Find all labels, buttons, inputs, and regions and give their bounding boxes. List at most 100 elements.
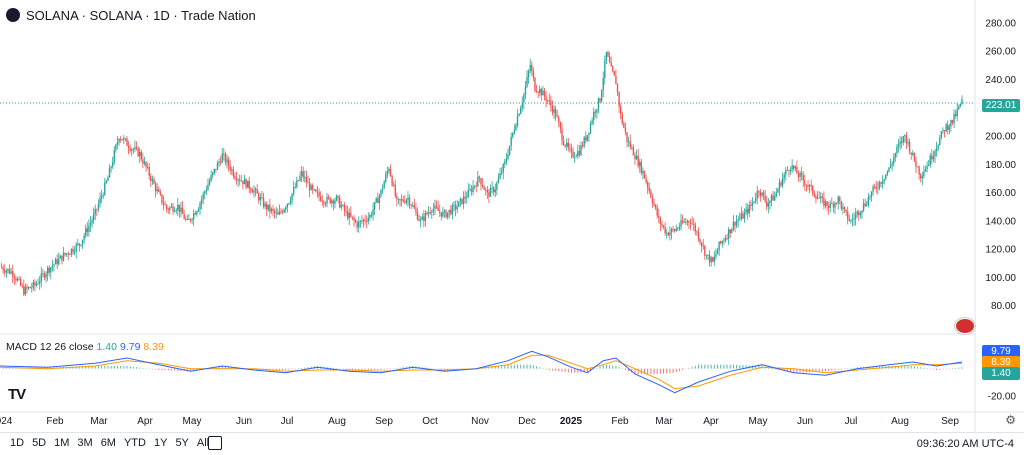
candle-body	[418, 219, 420, 221]
candle-body	[437, 207, 439, 212]
candle-body	[258, 193, 260, 201]
candle-body	[426, 212, 428, 214]
candle-body	[943, 130, 946, 132]
candle-body	[399, 198, 401, 201]
candle-body	[0, 266, 3, 268]
range-5d[interactable]: 5D	[32, 437, 47, 449]
candle-body	[748, 204, 750, 214]
candle-body	[718, 241, 720, 251]
candle-body	[242, 180, 244, 185]
macd-histogram-bar	[402, 367, 404, 369]
candle-body	[827, 206, 830, 208]
candle-body	[888, 167, 890, 172]
tradingview-logo-icon[interactable]: TV	[8, 386, 26, 403]
candle-body	[310, 185, 312, 191]
candle-body	[243, 179, 246, 185]
candle-body	[720, 241, 722, 244]
range-1m[interactable]: 1M	[54, 437, 70, 449]
candle-body	[578, 150, 581, 156]
candle-body	[348, 212, 350, 219]
range-3m[interactable]: 3M	[77, 437, 93, 449]
macd-histogram-bar	[370, 368, 372, 370]
candle-body	[53, 264, 55, 266]
calendar-icon[interactable]	[208, 436, 222, 450]
macd-histogram-bar	[396, 368, 398, 369]
range-6m[interactable]: 6M	[100, 437, 116, 449]
candle-body	[742, 213, 744, 219]
macd-signal-line	[0, 354, 963, 390]
candle-body	[712, 257, 714, 262]
candle-body	[859, 213, 862, 216]
candle-body	[261, 197, 263, 199]
candle-body	[802, 175, 804, 181]
candle-body	[646, 182, 649, 188]
candle-body	[92, 213, 95, 221]
candle-body	[524, 86, 527, 95]
candle-body	[889, 165, 892, 168]
us-flag-icon[interactable]	[955, 318, 975, 334]
macd-histogram-bar	[574, 368, 576, 373]
candle-body	[567, 142, 570, 148]
candle-body	[505, 158, 508, 162]
candle-body	[759, 192, 762, 196]
macd-histogram-bar	[542, 368, 544, 369]
candle-body	[689, 222, 692, 224]
candle-body	[580, 145, 582, 156]
macd-histogram-bar	[97, 366, 99, 369]
price-tick-label: 120.00	[985, 245, 1016, 256]
candle-body	[134, 147, 136, 150]
macd-histogram-bar	[291, 368, 293, 370]
candle-body	[754, 198, 757, 202]
candle-body	[402, 199, 404, 202]
candle-body	[470, 189, 473, 192]
macd-histogram-bar	[634, 368, 636, 374]
candle-body	[761, 192, 763, 196]
candle-body	[43, 273, 46, 278]
macd-histogram-bar	[123, 366, 125, 369]
macd-histogram-bar	[707, 364, 709, 369]
macd-histogram-bar	[510, 364, 512, 369]
candle-body	[8, 269, 11, 274]
candle-body	[789, 169, 792, 172]
macd-histogram-bar	[771, 368, 773, 369]
candle-body	[102, 194, 104, 197]
candle-body	[180, 207, 182, 212]
macd-histogram-bar	[958, 367, 960, 369]
candle-body	[189, 219, 192, 221]
macd-histogram-bar	[78, 366, 80, 369]
macd-histogram-bar	[745, 365, 747, 369]
macd-histogram-bar	[758, 365, 760, 369]
range-ytd[interactable]: YTD	[123, 437, 146, 449]
candle-body	[197, 209, 200, 212]
macd-histogram-bar	[326, 367, 328, 369]
macd-histogram-bar	[189, 368, 191, 372]
macd-histogram-bar	[739, 365, 741, 369]
candle-body	[496, 182, 498, 190]
candle-body	[600, 90, 603, 102]
macd-histogram-bar	[358, 368, 360, 370]
candle-body	[112, 161, 114, 167]
candle-body	[337, 195, 339, 198]
range-5y[interactable]: 5Y	[175, 437, 189, 449]
candle-body	[464, 196, 466, 199]
candle-body	[161, 194, 163, 203]
candle-body	[566, 142, 568, 147]
range-all[interactable]: All	[196, 437, 210, 449]
settings-gear-icon[interactable]: ⚙	[1005, 413, 1016, 427]
candle-body	[616, 84, 619, 93]
range-1d[interactable]: 1D	[10, 437, 25, 449]
macd-histogram-bar	[672, 368, 674, 373]
candle-body	[204, 191, 206, 194]
candle-body	[69, 254, 71, 255]
range-1y[interactable]: 1Y	[153, 437, 168, 449]
macd-histogram-bar	[342, 368, 344, 370]
candle-body	[905, 135, 908, 144]
time-tick-label: 024	[0, 416, 13, 427]
macd-histogram-bar	[844, 368, 846, 370]
macd-histogram-bar	[558, 368, 560, 372]
candle-body	[275, 212, 277, 214]
candle-body	[213, 168, 216, 173]
macd-histogram-bar	[139, 367, 141, 369]
candle-body	[51, 265, 54, 268]
